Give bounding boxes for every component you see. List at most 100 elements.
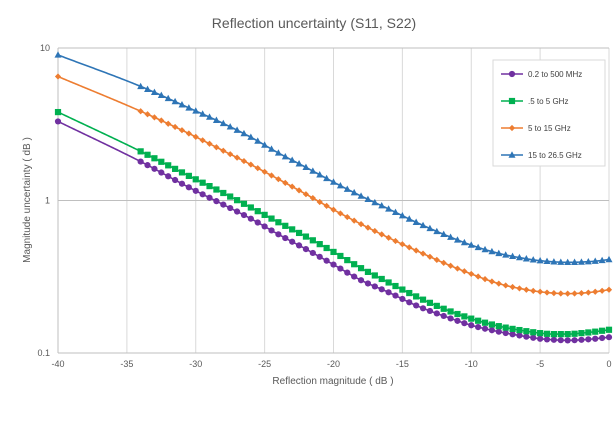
data-point-0-2-to-500-mhz bbox=[295, 242, 303, 249]
data-point-5-to-5-ghz bbox=[516, 326, 523, 334]
data-point-5-to-15-ghz bbox=[592, 288, 599, 295]
data-point-5-to-15-ghz bbox=[454, 265, 461, 272]
data-point-0-2-to-500-mhz bbox=[316, 253, 323, 260]
data-point-0-2-to-500-mhz bbox=[247, 215, 254, 222]
x-tick-label: 0 bbox=[606, 359, 611, 369]
data-point-15-to-26-5-ghz bbox=[571, 258, 579, 265]
data-point-15-to-26-5-ghz bbox=[302, 163, 310, 171]
data-point-0-2-to-500-mhz bbox=[137, 158, 144, 165]
data-point-15-to-26-5-ghz bbox=[199, 110, 207, 117]
data-point-5-to-5-ghz bbox=[599, 327, 606, 334]
y-tick-label: 0.1 bbox=[37, 348, 50, 358]
data-point-5-to-15-ghz bbox=[357, 221, 365, 228]
data-point-0-2-to-500-mhz bbox=[268, 227, 275, 234]
data-point-5-to-15-ghz bbox=[144, 111, 151, 118]
axes: -40 -35 -30 -25 -20 -15 -10 -5 0 0.1 1 10 bbox=[37, 43, 611, 369]
data-point-5-to-5-ghz bbox=[571, 330, 578, 337]
data-point-15-to-26-5-ghz bbox=[357, 192, 365, 199]
data-point-5-to-5-ghz bbox=[213, 186, 220, 193]
legend-label-15-to-26-5-ghz: 15 to 26.5 GHz bbox=[528, 151, 582, 160]
data-point-5-to-5-ghz bbox=[454, 310, 461, 318]
x-tick-label: -5 bbox=[536, 359, 544, 369]
data-point-5-to-15-ghz bbox=[309, 194, 316, 202]
data-point-0-2-to-500-mhz bbox=[144, 162, 151, 169]
data-point-15-to-26-5-ghz bbox=[453, 236, 461, 243]
data-point-0-2-to-500-mhz bbox=[495, 328, 502, 335]
data-point-0-2-to-500-mhz bbox=[447, 315, 454, 322]
data-point-0-2-to-500-mhz bbox=[309, 249, 316, 257]
data-point-5-to-5-ghz bbox=[502, 324, 509, 331]
data-point-5-to-15-ghz bbox=[406, 244, 413, 251]
chart-title: Reflection uncertainty (S11, S22) bbox=[212, 15, 416, 31]
data-point-5-to-15-ghz bbox=[337, 210, 344, 217]
data-point-15-to-26-5-ghz bbox=[550, 258, 558, 265]
data-point-0-2-to-500-mhz bbox=[289, 238, 296, 245]
data-point-5-to-5-ghz bbox=[337, 252, 344, 260]
data-point-5-to-5-ghz bbox=[543, 330, 551, 337]
data-point-0-2-to-500-mhz bbox=[233, 208, 241, 215]
data-point-5-to-5-ghz bbox=[475, 317, 482, 324]
data-point-15-to-26-5-ghz bbox=[391, 208, 399, 215]
data-point-5-to-15-ghz bbox=[578, 290, 585, 297]
legend-label-5-to-15-ghz: 5 to 15 GHz bbox=[528, 124, 571, 133]
data-point-0-2-to-500-mhz bbox=[275, 231, 282, 238]
data-point-5-to-5-ghz bbox=[185, 172, 192, 179]
data-point-5-to-5-ghz bbox=[323, 244, 330, 252]
data-point-15-to-26-5-ghz bbox=[509, 252, 517, 260]
data-point-5-to-15-ghz bbox=[171, 123, 179, 131]
legend-marker-5-to-15-ghz bbox=[508, 124, 516, 132]
data-point-15-to-26-5-ghz bbox=[398, 211, 406, 219]
data-point-5-to-5-ghz bbox=[578, 330, 585, 337]
data-point-15-to-26-5-ghz bbox=[598, 256, 606, 264]
data-point-5-to-15-ghz bbox=[468, 270, 475, 278]
data-point-5-to-5-ghz bbox=[564, 331, 571, 338]
data-point-5-to-5-ghz bbox=[54, 108, 62, 116]
data-point-0-2-to-500-mhz bbox=[543, 336, 551, 343]
data-point-0-2-to-500-mhz bbox=[523, 333, 530, 340]
data-point-5-to-15-ghz bbox=[378, 231, 385, 238]
data-point-15-to-26-5-ghz bbox=[488, 247, 496, 255]
data-point-15-to-26-5-ghz bbox=[268, 145, 276, 152]
data-point-15-to-26-5-ghz bbox=[336, 181, 344, 189]
data-point-5-to-5-ghz bbox=[378, 275, 385, 283]
data-point-15-to-26-5-ghz bbox=[543, 257, 551, 265]
data-point-5-to-5-ghz bbox=[385, 279, 392, 286]
data-point-5-to-5-ghz bbox=[488, 321, 496, 328]
data-point-0-2-to-500-mhz bbox=[557, 337, 564, 344]
data-point-5-to-5-ghz bbox=[151, 155, 158, 162]
data-point-15-to-26-5-ghz bbox=[240, 129, 248, 137]
data-point-5-to-15-ghz bbox=[275, 176, 282, 183]
data-point-15-to-26-5-ghz bbox=[502, 251, 510, 258]
data-point-15-to-26-5-ghz bbox=[460, 238, 468, 246]
data-point-15-to-26-5-ghz bbox=[274, 149, 282, 156]
data-point-5-to-15-ghz bbox=[599, 287, 606, 294]
data-point-0-2-to-500-mhz bbox=[578, 336, 585, 343]
data-point-5-to-5-ghz bbox=[461, 313, 468, 320]
data-point-5-to-15-ghz bbox=[419, 250, 427, 257]
data-point-5-to-15-ghz bbox=[537, 288, 544, 295]
data-point-5-to-15-ghz bbox=[351, 217, 358, 224]
data-point-5-to-15-ghz bbox=[488, 278, 496, 285]
data-point-0-2-to-500-mhz bbox=[413, 302, 420, 309]
data-point-0-2-to-500-mhz bbox=[330, 261, 337, 268]
data-point-0-2-to-500-mhz bbox=[171, 176, 179, 184]
data-point-15-to-26-5-ghz bbox=[226, 123, 234, 130]
data-point-15-to-26-5-ghz bbox=[254, 137, 262, 144]
data-point-0-2-to-500-mhz bbox=[440, 312, 447, 320]
data-point-5-to-15-ghz bbox=[240, 157, 248, 165]
data-point-0-2-to-500-mhz bbox=[406, 299, 413, 306]
data-point-0-2-to-500-mhz bbox=[571, 337, 578, 344]
x-tick-label: -25 bbox=[258, 359, 271, 369]
data-point-5-to-5-ghz bbox=[537, 330, 544, 337]
data-point-15-to-26-5-ghz bbox=[522, 255, 530, 262]
data-point-5-to-15-ghz bbox=[481, 275, 489, 283]
data-point-0-2-to-500-mhz bbox=[54, 118, 62, 125]
data-point-5-to-5-ghz bbox=[357, 265, 365, 272]
data-point-0-2-to-500-mhz bbox=[433, 310, 440, 317]
data-point-5-to-15-ghz bbox=[543, 289, 551, 296]
data-point-5-to-5-ghz bbox=[550, 331, 557, 338]
data-point-0-2-to-500-mhz bbox=[151, 165, 158, 172]
data-point-5-to-5-ghz bbox=[406, 289, 413, 297]
data-point-15-to-26-5-ghz bbox=[281, 152, 289, 160]
data-point-5-to-5-ghz bbox=[413, 293, 420, 300]
